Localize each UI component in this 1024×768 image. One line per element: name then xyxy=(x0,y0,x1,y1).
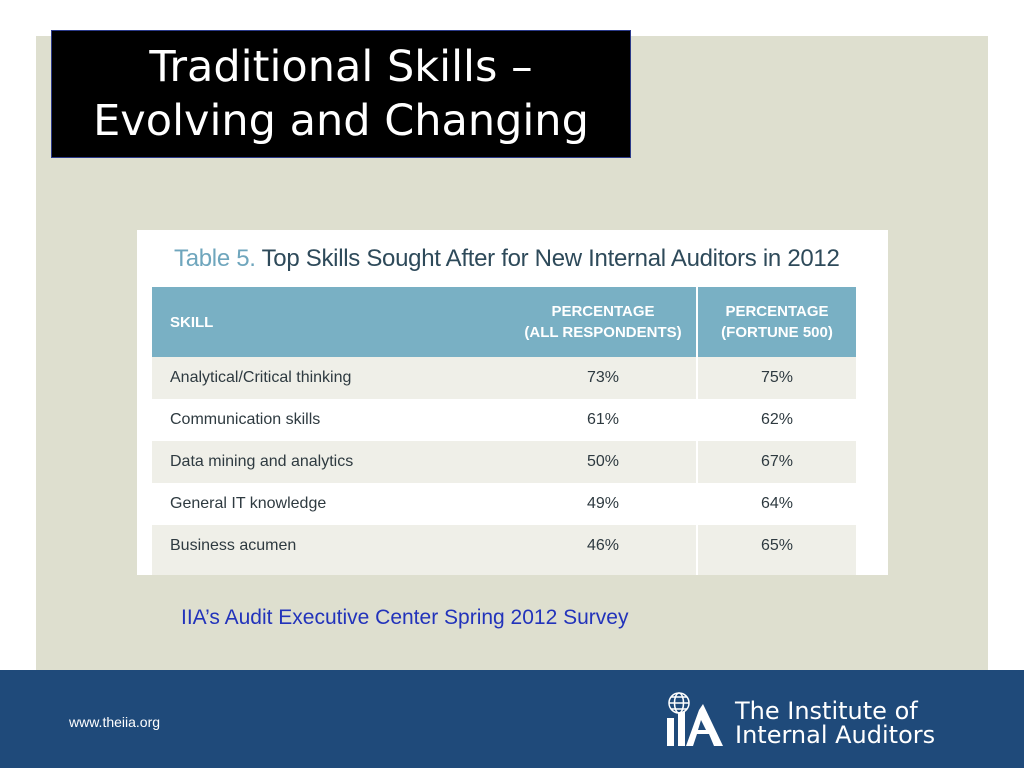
header-all-line-1: PERCENTAGE xyxy=(551,303,655,320)
table-figure: Table 5. Top Skills Sought After for New… xyxy=(137,230,888,575)
table-row: General IT knowledge 49% 64% xyxy=(152,483,856,525)
slide-title-line-2: Evolving and Changing xyxy=(93,96,589,146)
table-caption: Table 5. Top Skills Sought After for New… xyxy=(174,244,840,274)
cell-percentage-all: 73% xyxy=(510,357,698,399)
header-percentage-all: PERCENTAGE (ALL RESPONDENTS) xyxy=(510,287,698,357)
header-f500-line-1: PERCENTAGE xyxy=(725,303,829,320)
cell-percentage-all: 46% xyxy=(510,525,698,567)
table-row: Data mining and analytics 50% 67% xyxy=(152,441,856,483)
table-row: Communication skills 61% 62% xyxy=(152,399,856,441)
slide-title-line-1: Traditional Skills – xyxy=(149,42,533,92)
cell-percentage-fortune500: 62% xyxy=(697,399,856,441)
footer-bar: www.theiia.org The Institute of Internal… xyxy=(0,670,1024,768)
cell-percentage-fortune500: 75% xyxy=(697,357,856,399)
cell-percentage-all: 61% xyxy=(510,399,698,441)
cell-skill: Communication skills xyxy=(152,399,510,441)
cell-percentage-fortune500: 65% xyxy=(697,525,856,567)
filler-cell xyxy=(697,567,856,575)
cell-percentage-fortune500: 67% xyxy=(697,441,856,483)
cell-percentage-all: 49% xyxy=(510,483,698,525)
footer-url-link[interactable]: www.theiia.org xyxy=(69,714,161,730)
table-filler-row xyxy=(152,567,856,575)
table-caption-label: Table 5. xyxy=(174,245,256,272)
header-f500-line-2: (FORTUNE 500) xyxy=(721,324,833,341)
logo-text-line-1: The Institute of xyxy=(735,697,918,725)
header-skill: SKILL xyxy=(152,287,510,357)
skills-table: SKILL PERCENTAGE (ALL RESPONDENTS) PERCE… xyxy=(152,287,856,575)
iia-logo: The Institute of Internal Auditors xyxy=(665,690,965,750)
cell-skill: General IT knowledge xyxy=(152,483,510,525)
cell-percentage-fortune500: 64% xyxy=(697,483,856,525)
slide-title: Traditional Skills – Evolving and Changi… xyxy=(51,30,631,158)
cell-skill: Analytical/Critical thinking xyxy=(152,357,510,399)
logo-text-line-2: Internal Auditors xyxy=(735,721,936,749)
filler-cell xyxy=(510,567,698,575)
table-caption-text: Top Skills Sought After for New Internal… xyxy=(261,245,840,272)
table-header-row: SKILL PERCENTAGE (ALL RESPONDENTS) PERCE… xyxy=(152,287,856,357)
cell-percentage-all: 50% xyxy=(510,441,698,483)
cell-skill: Business acumen xyxy=(152,525,510,567)
filler-cell xyxy=(152,567,510,575)
header-percentage-fortune500: PERCENTAGE (FORTUNE 500) xyxy=(697,287,856,357)
logo-text: The Institute of Internal Auditors xyxy=(735,699,935,747)
table-row: Business acumen 46% 65% xyxy=(152,525,856,567)
header-all-line-2: (ALL RESPONDENTS) xyxy=(524,324,682,341)
header-skill-label: SKILL xyxy=(170,313,214,331)
cell-skill: Data mining and analytics xyxy=(152,441,510,483)
source-note: IIA’s Audit Executive Center Spring 2012… xyxy=(181,606,629,629)
table-row: Analytical/Critical thinking 73% 75% xyxy=(152,357,856,399)
globe-iia-mark-icon xyxy=(667,692,723,746)
